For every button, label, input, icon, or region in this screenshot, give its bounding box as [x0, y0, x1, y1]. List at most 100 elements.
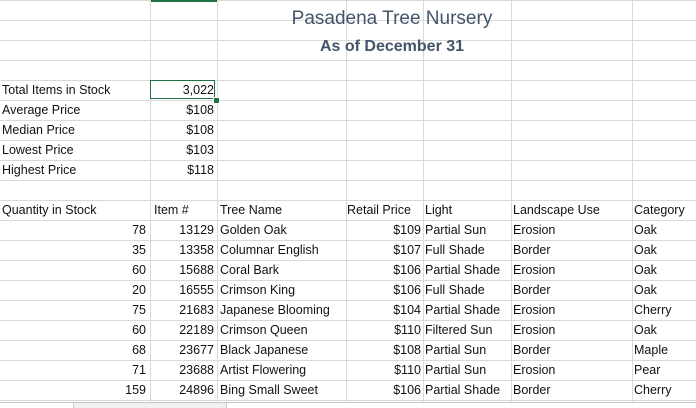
- cell-item[interactable]: 15688: [179, 263, 214, 277]
- cell-name[interactable]: Artist Flowering: [220, 363, 307, 377]
- cell-landscape[interactable]: Border: [513, 343, 551, 357]
- cell-category[interactable]: Cherry: [634, 303, 672, 317]
- cell-quantity[interactable]: 60: [132, 263, 146, 277]
- cell-landscape[interactable]: Erosion: [513, 363, 556, 377]
- fill-handle[interactable]: [213, 97, 220, 104]
- header-item[interactable]: Item #: [154, 203, 189, 217]
- scroll-thumb[interactable]: [227, 403, 696, 408]
- cell-name[interactable]: Crimson King: [220, 283, 296, 297]
- cell-category[interactable]: Cherry: [634, 383, 672, 397]
- cell-light[interactable]: Filtered Sun: [425, 323, 493, 337]
- cell-price[interactable]: $109: [393, 223, 421, 237]
- gridline-vertical: [346, 0, 347, 402]
- header-landscape-use[interactable]: Landscape Use: [513, 203, 600, 217]
- header-light[interactable]: Light: [425, 203, 453, 217]
- gridline-horizontal: [0, 300, 696, 301]
- gridline-horizontal: [0, 360, 696, 361]
- cell-name[interactable]: Coral Bark: [220, 263, 280, 277]
- sheet-subtitle[interactable]: As of December 31: [319, 38, 465, 55]
- cell-quantity[interactable]: 60: [132, 323, 146, 337]
- summary-label[interactable]: Median Price: [2, 123, 75, 137]
- cell-category[interactable]: Oak: [634, 283, 657, 297]
- cell-light[interactable]: Partial Shade: [425, 303, 501, 317]
- cell-landscape[interactable]: Erosion: [513, 303, 556, 317]
- cell-name[interactable]: Golden Oak: [220, 223, 287, 237]
- cell-category[interactable]: Oak: [634, 223, 657, 237]
- gridline-horizontal: [0, 320, 696, 321]
- cell-quantity[interactable]: 159: [125, 383, 146, 397]
- cell-light[interactable]: Full Shade: [425, 243, 485, 257]
- cell-price[interactable]: $108: [393, 343, 421, 357]
- cell-landscape[interactable]: Erosion: [513, 223, 556, 237]
- cell-light[interactable]: Partial Shade: [425, 263, 501, 277]
- sheet-title[interactable]: Pasadena Tree Nursery: [291, 8, 493, 29]
- cell-price[interactable]: $110: [394, 363, 421, 377]
- cell-quantity[interactable]: 20: [132, 283, 146, 297]
- header-retail-price[interactable]: Retail Price: [347, 203, 411, 217]
- summary-value[interactable]: 3,022: [182, 83, 214, 97]
- cell-landscape[interactable]: Border: [513, 243, 551, 257]
- cell-landscape[interactable]: Border: [513, 383, 551, 397]
- summary-label[interactable]: Highest Price: [2, 163, 77, 177]
- cell-light[interactable]: Partial Sun: [425, 343, 487, 357]
- cell-light[interactable]: Full Shade: [425, 283, 485, 297]
- cell-price[interactable]: $106: [393, 383, 421, 397]
- gridline-horizontal: [0, 20, 696, 21]
- cell-quantity[interactable]: 71: [132, 363, 146, 377]
- cell-name[interactable]: Bing Small Sweet: [220, 383, 318, 397]
- gridline-horizontal: [0, 340, 696, 341]
- cell-landscape[interactable]: Erosion: [513, 263, 556, 277]
- cell-price[interactable]: $110: [394, 323, 421, 337]
- cell-item[interactable]: 22189: [179, 323, 214, 337]
- cell-quantity[interactable]: 68: [132, 343, 146, 357]
- gridline-horizontal: [0, 80, 696, 81]
- cell-quantity[interactable]: 75: [132, 303, 146, 317]
- cell-quantity[interactable]: 78: [132, 223, 146, 237]
- cell-landscape[interactable]: Border: [513, 283, 551, 297]
- cell-price[interactable]: $106: [393, 283, 421, 297]
- summary-label[interactable]: Lowest Price: [2, 143, 74, 157]
- cell-light[interactable]: Partial Shade: [425, 383, 501, 397]
- sheet-tab-area[interactable]: [0, 403, 74, 408]
- cell-category[interactable]: Oak: [634, 243, 657, 257]
- cell-item[interactable]: 23677: [179, 343, 214, 357]
- cell-landscape[interactable]: Erosion: [513, 323, 556, 337]
- cell-category[interactable]: Oak: [634, 323, 657, 337]
- header-category[interactable]: Category: [634, 203, 685, 217]
- cell-name[interactable]: Japanese Blooming: [220, 303, 330, 317]
- cell-item[interactable]: 21683: [179, 303, 214, 317]
- cell-quantity[interactable]: 35: [132, 243, 146, 257]
- summary-value[interactable]: $108: [186, 123, 214, 137]
- cell-light[interactable]: Partial Sun: [425, 223, 487, 237]
- gridline-vertical: [511, 0, 512, 402]
- horizontal-scrollbar[interactable]: [0, 402, 696, 408]
- summary-value[interactable]: $103: [186, 143, 214, 157]
- cell-item[interactable]: 13358: [179, 243, 214, 257]
- active-cell-selection[interactable]: [150, 80, 215, 99]
- cell-item[interactable]: 24896: [179, 383, 214, 397]
- cell-name[interactable]: Columnar English: [220, 243, 319, 257]
- cell-name[interactable]: Crimson Queen: [220, 323, 308, 337]
- cell-category[interactable]: Maple: [634, 343, 669, 357]
- cell-category[interactable]: Oak: [634, 263, 657, 277]
- cell-item[interactable]: 13129: [179, 223, 214, 237]
- cell-price[interactable]: $104: [393, 303, 421, 317]
- gridline-vertical: [150, 0, 151, 402]
- cell-item[interactable]: 16555: [179, 283, 214, 297]
- cell-category[interactable]: Pear: [634, 363, 661, 377]
- header-tree-name[interactable]: Tree Name: [220, 203, 283, 217]
- cell-price[interactable]: $106: [393, 263, 421, 277]
- scroll-gap: [74, 403, 227, 408]
- gridline-horizontal: [0, 180, 696, 181]
- header-quantity[interactable]: Quantity in Stock: [2, 203, 97, 217]
- summary-value[interactable]: $118: [187, 163, 214, 177]
- cell-price[interactable]: $107: [393, 243, 421, 257]
- summary-value[interactable]: $108: [186, 103, 214, 117]
- summary-label[interactable]: Total Items in Stock: [2, 83, 111, 97]
- active-column-indicator: [151, 0, 217, 2]
- cell-item[interactable]: 23688: [179, 363, 214, 377]
- cell-light[interactable]: Partial Sun: [425, 363, 487, 377]
- cell-name[interactable]: Black Japanese: [220, 343, 309, 357]
- summary-label[interactable]: Average Price: [2, 103, 81, 117]
